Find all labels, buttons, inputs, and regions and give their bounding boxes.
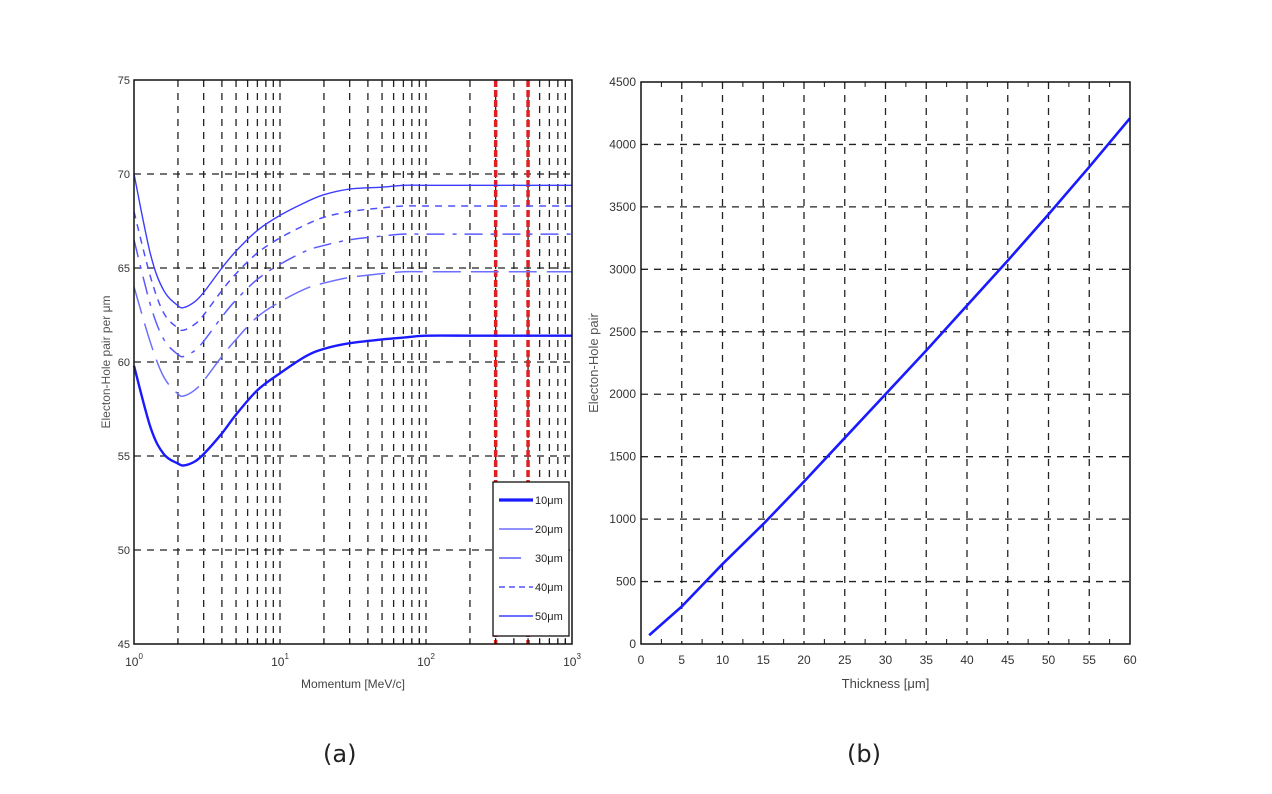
- x-tick-label: 0: [638, 653, 645, 667]
- data-series-line: [648, 117, 1131, 637]
- x-tick-label: 55: [1083, 653, 1097, 667]
- y-tick-label: 60: [118, 357, 130, 369]
- y-tick-label: 1000: [609, 512, 636, 526]
- chart-a-momentum: 45 50 55 60 65 70 75 100 101 102 103 Momentum [MeV/…: [99, 75, 581, 691]
- y-tick-label: 70: [118, 169, 130, 181]
- x-tick-label: 15: [757, 653, 771, 667]
- legend: 10μm 20μm 30μm 40μm 50μm: [492, 481, 570, 637]
- x-tick-label: 101: [271, 652, 289, 669]
- y-tick-label: 0: [629, 637, 636, 651]
- x-tick-label: 45: [1001, 653, 1015, 667]
- x-tick-label: 10: [716, 653, 730, 667]
- y-tick-label: 50: [118, 545, 130, 557]
- y-tick-label: 65: [118, 263, 130, 275]
- x-tick-label: 50: [1042, 653, 1056, 667]
- x-tick-label: 102: [417, 652, 435, 669]
- data-series-50um: [133, 173, 572, 309]
- x-tick-label: 25: [838, 653, 852, 667]
- legend-entry-label: 30μm: [535, 553, 563, 565]
- y-tick-label: 45: [118, 639, 130, 651]
- panel-label-a: (a): [323, 740, 357, 768]
- legend-entry-label: 20μm: [535, 524, 563, 536]
- x-tick-label: 60: [1123, 653, 1137, 667]
- y-tick-label: 55: [118, 451, 130, 463]
- x-tick-label: 20: [797, 653, 811, 667]
- x-tick-label: 103: [563, 652, 581, 669]
- y-tick-label: 4000: [609, 137, 636, 151]
- x-tick-label: 30: [879, 653, 893, 667]
- y-tick-label: 2000: [609, 387, 636, 401]
- x-axis-label: Thickness [μm]: [842, 676, 930, 691]
- plot-frame: [640, 81, 1131, 645]
- x-axis-label: Momentum [MeV/c]: [301, 677, 405, 691]
- y-tick-label: 75: [118, 75, 130, 87]
- x-tick-label: 5: [678, 653, 685, 667]
- legend-entry-label: 40μm: [535, 582, 563, 594]
- y-tick-label: 4500: [609, 75, 636, 89]
- y-axis-label: Electon-Hole pair per μm: [99, 296, 113, 429]
- x-tick-label: 35: [920, 653, 934, 667]
- plot-frame: [133, 79, 573, 645]
- data-series-30um: [133, 233, 572, 358]
- y-tick-label: 2500: [609, 325, 636, 339]
- y-axis-label: Electon-Hole pair: [586, 312, 601, 412]
- legend-entry-label: 10μm: [535, 495, 563, 507]
- data-series-10um: [132, 334, 572, 467]
- x-tick-label: 100: [125, 652, 143, 669]
- y-tick-label: 1500: [609, 450, 636, 464]
- panel-label-b: (b): [847, 740, 881, 768]
- x-tick-label: 40: [960, 653, 974, 667]
- legend-entry-label: 50μm: [535, 611, 563, 623]
- y-tick-label: 3000: [609, 262, 636, 276]
- y-tick-label: 3500: [609, 200, 636, 214]
- y-tick-label: 500: [616, 575, 636, 589]
- data-series-20um: [133, 270, 572, 398]
- chart-b-thickness: 0 500 1000 1500 2000 2500 3000 3500 4000 4500 0 5 10…: [586, 75, 1137, 691]
